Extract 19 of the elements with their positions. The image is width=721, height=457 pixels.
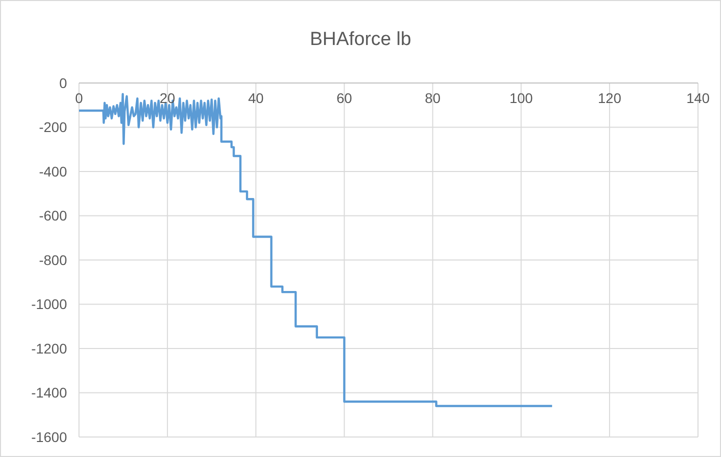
x-tick-label: 60 — [336, 90, 352, 106]
y-tick-label: -200 — [38, 119, 68, 136]
y-tick-label: -1000 — [31, 296, 68, 312]
x-tick-label: 0 — [75, 90, 84, 106]
chart-title: BHAforce lb — [310, 29, 412, 50]
y-tick-label: -800 — [38, 252, 68, 268]
y-tick-label: -600 — [38, 208, 68, 224]
y-tick-label: -1600 — [31, 428, 68, 445]
y-tick-label: -1400 — [31, 384, 68, 401]
line-series — [78, 92, 554, 408]
x-tick-label: 80 — [424, 90, 441, 106]
x-tick-label: 40 — [248, 90, 264, 106]
y-tick-label: 0 — [59, 74, 68, 91]
x-tick-label: 120 — [598, 90, 622, 106]
y-tick-label: -400 — [38, 163, 68, 180]
x-tick-label: 100 — [509, 90, 534, 106]
y-tick-label: -1200 — [31, 340, 68, 356]
x-tick-label: 20 — [160, 90, 176, 106]
x-tick-label: 140 — [686, 90, 710, 106]
